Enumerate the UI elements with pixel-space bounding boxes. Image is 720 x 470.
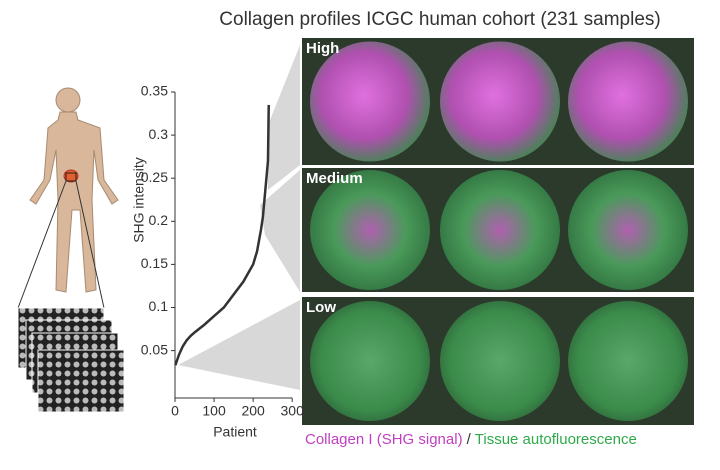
tissue-core <box>440 170 560 290</box>
x-tick-label: 300 <box>281 403 305 419</box>
tissue-core <box>568 301 688 421</box>
x-tick-label: 100 <box>202 403 226 419</box>
title: Collagen profiles ICGC human cohort (231… <box>219 9 660 30</box>
y-axis-label: SHG intensity <box>131 157 147 243</box>
tissue-core <box>440 41 560 162</box>
legend-text: / <box>467 431 472 448</box>
x-axis-label: Patient <box>213 424 257 440</box>
tissue-core <box>310 301 430 421</box>
y-tick-label: 0.35 <box>141 83 168 99</box>
y-tick-label: 0.05 <box>141 341 168 357</box>
legend-text: Collagen I (SHG signal) <box>305 431 463 448</box>
tissue-core <box>568 41 688 162</box>
tissue-core <box>310 170 430 290</box>
panel-label: Medium <box>306 170 363 187</box>
tissue-core <box>440 301 560 421</box>
y-tick-label: 0.15 <box>141 255 168 271</box>
y-tick-label: 0.3 <box>149 126 169 142</box>
y-tick-label: 0.25 <box>141 169 168 185</box>
data-line <box>174 104 270 366</box>
tma-slides <box>17 307 125 413</box>
panel-label: High <box>306 40 339 57</box>
legend: Collagen I (SHG signal) / Tissue autofluor… <box>305 431 637 448</box>
y-tick-label: 0.1 <box>149 298 169 314</box>
fans <box>178 45 300 390</box>
tissue-core <box>310 41 430 162</box>
legend-text: Tissue autofluorescence <box>475 431 637 448</box>
human-figure <box>29 87 119 293</box>
panel-label: Low <box>306 299 336 316</box>
zoom-lines <box>17 180 105 309</box>
x-tick-label: 200 <box>241 403 265 419</box>
tissue-core <box>568 170 688 290</box>
x-tick-label: 0 <box>171 403 179 419</box>
y-tick-label: 0.2 <box>149 212 169 228</box>
